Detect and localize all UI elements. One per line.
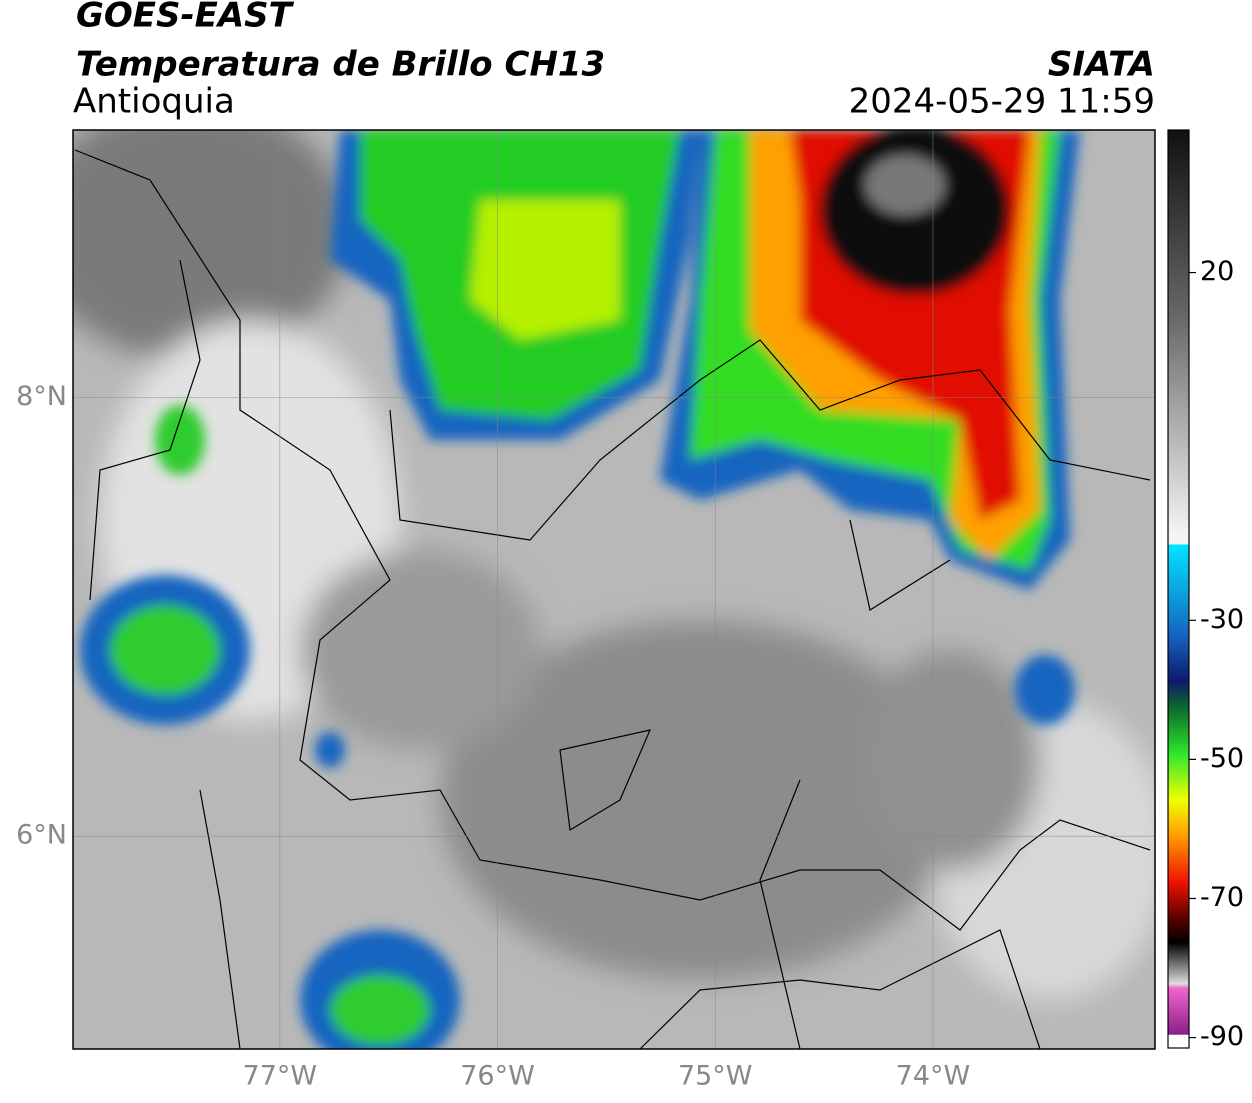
colorbar-tick-label: 20	[1200, 256, 1234, 287]
lon-tick-label: 77°W	[243, 1061, 318, 1092]
colorbar-tick-label: -90	[1200, 1021, 1244, 1052]
colorbar-tick-label: -50	[1200, 743, 1244, 774]
lon-tick-label: 76°W	[460, 1061, 535, 1092]
colorbar-tick-label: -30	[1200, 604, 1244, 635]
source-label: SIATA	[1048, 45, 1155, 85]
colorbar-tick-label: -70	[1200, 882, 1244, 913]
satellite-image	[73, 130, 1155, 1049]
lat-tick-label: 8°N	[16, 381, 67, 412]
map-frame	[72, 129, 1156, 1050]
lon-tick-label: 75°W	[678, 1061, 753, 1092]
satellite-title: GOES-EAST	[76, 0, 295, 36]
lat-tick-label: 6°N	[16, 820, 67, 851]
datetime-label: 2024-05-29 11:59	[849, 82, 1155, 122]
lon-tick-label: 74°W	[896, 1061, 971, 1092]
product-title: Temperatura de Brillo CH13	[76, 45, 605, 85]
region-label: Antioquia	[73, 82, 235, 122]
colorbar	[1167, 129, 1190, 1049]
